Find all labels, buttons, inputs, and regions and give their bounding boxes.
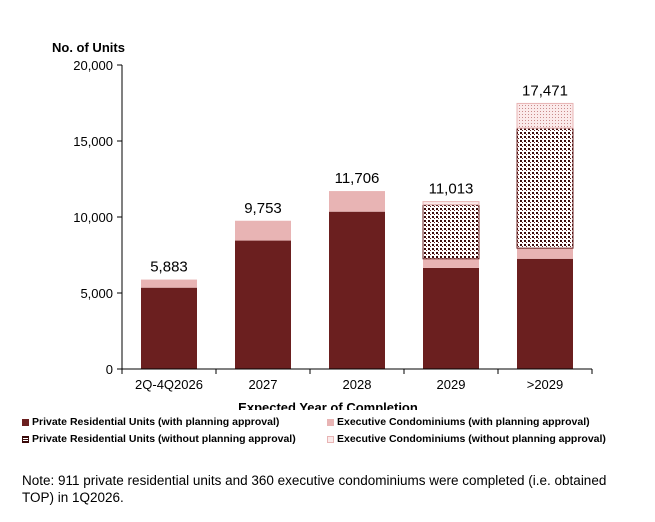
bar-segment-2 xyxy=(141,279,197,288)
legend-swatch xyxy=(327,435,334,443)
x-tick-label: 2028 xyxy=(343,377,372,392)
legend-swatch xyxy=(22,418,29,426)
legend-swatch xyxy=(327,418,334,426)
x-tick-label: 2Q-4Q2026 xyxy=(135,377,203,392)
legend-label: Private Residential Units (without plann… xyxy=(32,433,296,445)
legend-label: Private Residential Units (with planning… xyxy=(32,416,280,428)
total-labels: 5,883 9,753 11,706 11,013 17,471 xyxy=(150,82,568,275)
legend-item-private-with: Private Residential Units (with planning… xyxy=(22,416,279,428)
bar-segment-3 xyxy=(516,127,574,249)
y-tick-label: 15,000 xyxy=(73,134,113,149)
x-tick-label: 2027 xyxy=(249,377,278,392)
legend-label: Executive Condominiums (with planning ap… xyxy=(337,416,590,428)
y-tick-label: 10,000 xyxy=(73,210,113,225)
legend-swatch xyxy=(22,435,29,443)
y-axis-title: No. of Units xyxy=(52,40,125,55)
bar-segment-4 xyxy=(516,102,574,129)
bar-segment-2 xyxy=(517,248,573,259)
legend-item-ec-with: Executive Condominiums (with planning ap… xyxy=(327,416,590,428)
bar-segment-1 xyxy=(141,287,197,369)
bar-segment-2 xyxy=(423,258,479,268)
y-tick-label: 5,000 xyxy=(80,286,113,301)
total-data-label: 11,013 xyxy=(429,181,474,198)
total-data-label: 5,883 xyxy=(150,259,188,276)
stacked-bar-chart: No. of Units 0 5,000 10,000 15,000 20,000 5,… xyxy=(52,40,593,410)
bar-segment-1 xyxy=(235,240,291,369)
bar-segment-1 xyxy=(423,267,479,369)
x-tick-label: 2029 xyxy=(437,377,466,392)
bar-segment-1 xyxy=(329,211,385,369)
total-data-label: 9,753 xyxy=(244,200,282,217)
bar-segment-3 xyxy=(422,204,480,260)
y-axis: 0 5,000 10,000 15,000 20,000 xyxy=(73,58,122,377)
y-tick-label: 0 xyxy=(106,362,113,377)
total-data-label: 17,471 xyxy=(522,82,568,99)
footnote: Note: 911 private residential units and … xyxy=(22,473,607,505)
legend-label: Executive Condominiums (without planning… xyxy=(337,433,606,445)
x-axis: 2Q-4Q2026 2027 2028 2029 >2029 xyxy=(121,369,593,392)
total-data-label: 11,706 xyxy=(335,170,380,187)
y-tick-label: 20,000 xyxy=(73,58,113,73)
bar-segment-4 xyxy=(422,201,480,206)
bar-segment-2 xyxy=(329,191,385,212)
bar-segment-2 xyxy=(235,220,291,241)
bar-segment-1 xyxy=(517,258,573,369)
x-tick-label: >2029 xyxy=(527,377,564,392)
legend-item-ec-without: Executive Condominiums (without planning… xyxy=(327,433,606,445)
x-axis-title: Expected Year of Completion xyxy=(238,400,418,410)
bars-group xyxy=(141,102,574,369)
legend-item-private-without: Private Residential Units (without plann… xyxy=(22,433,296,445)
